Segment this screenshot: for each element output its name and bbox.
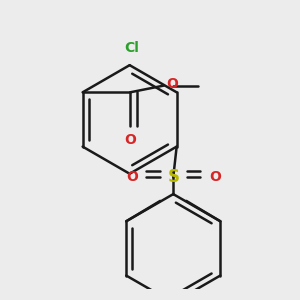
Text: Cl: Cl <box>124 41 139 55</box>
Text: O: O <box>166 77 178 91</box>
Text: O: O <box>126 170 138 184</box>
Text: O: O <box>124 133 136 147</box>
Text: O: O <box>209 170 221 184</box>
Text: S: S <box>167 168 179 186</box>
